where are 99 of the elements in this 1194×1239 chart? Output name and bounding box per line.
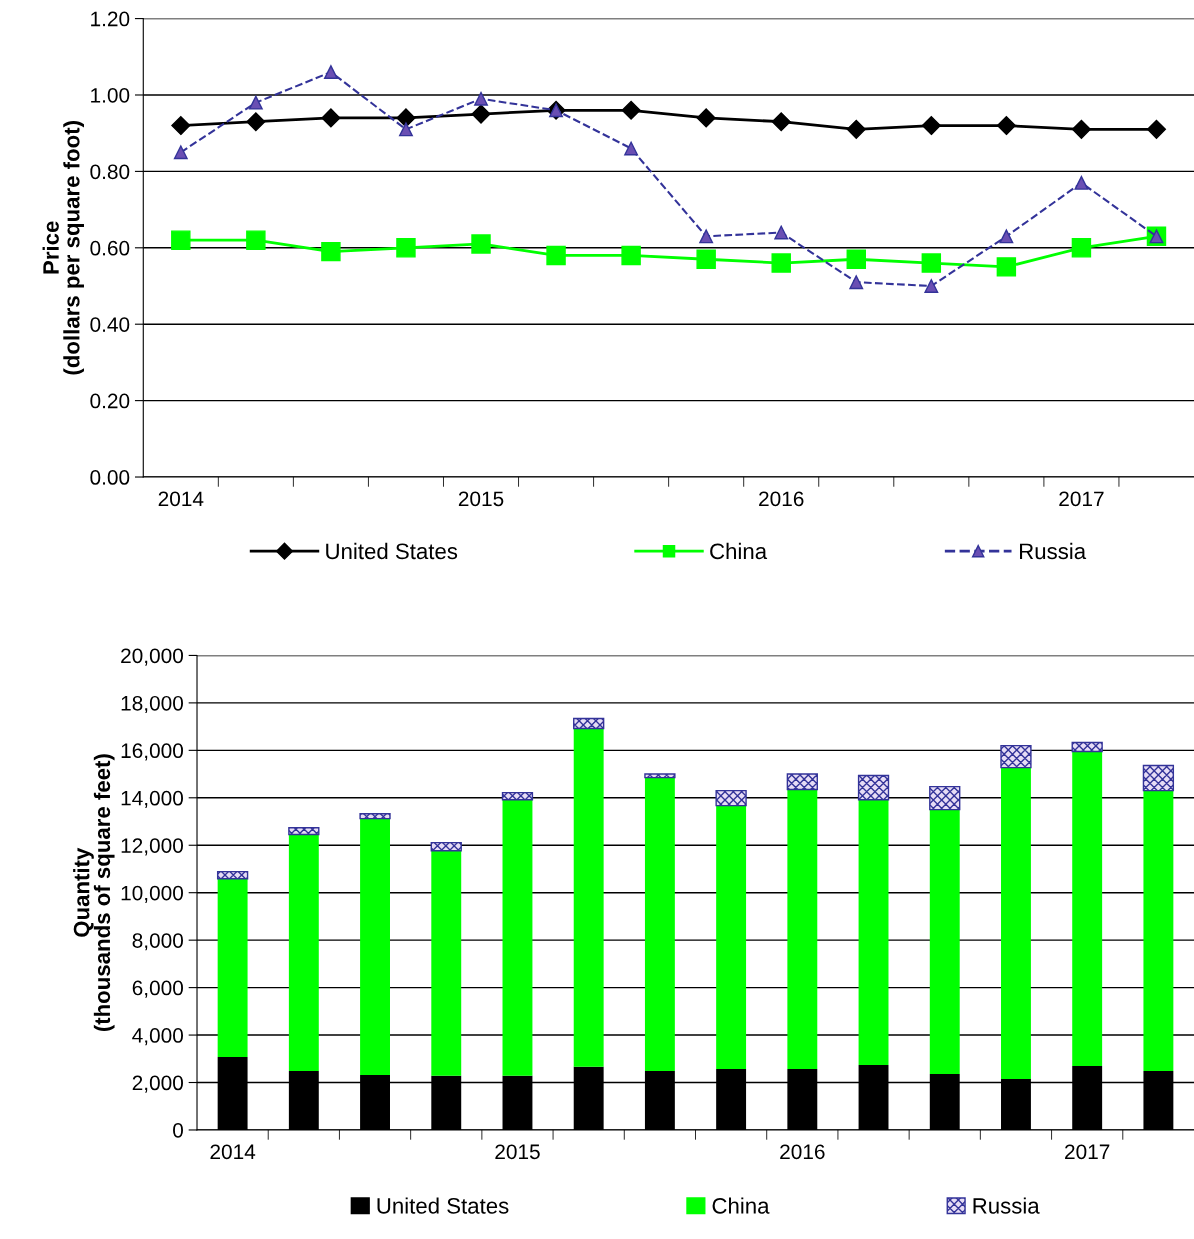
point <box>846 249 866 269</box>
y-tick-label: 1.20 <box>91 11 130 27</box>
point <box>474 91 488 106</box>
point <box>621 245 641 266</box>
bar <box>360 818 390 1075</box>
point <box>321 241 341 262</box>
bar <box>1071 741 1103 753</box>
legend-label: Russia <box>1020 542 1087 560</box>
x-tick-label: 2014 <box>210 1144 256 1160</box>
point <box>921 116 941 136</box>
y-axis-title: Quantity (thousands of square feet) <box>73 754 115 1032</box>
y-tick-label: 0.20 <box>90 393 130 409</box>
point <box>624 141 639 156</box>
bar <box>288 826 320 836</box>
bar <box>787 789 818 1069</box>
x-tick-label: 2015 <box>458 491 504 507</box>
bar <box>1000 744 1032 769</box>
point <box>171 230 191 250</box>
y-tick-label: 0.40 <box>90 317 130 332</box>
bar <box>857 774 890 801</box>
y-tick-label: 18,000 <box>121 695 184 714</box>
point <box>996 116 1016 136</box>
y-tick-label: 6,000 <box>132 980 184 998</box>
x-tick-label: 2014 <box>158 491 204 507</box>
point <box>323 65 338 80</box>
y-tick-label: 8,000 <box>132 933 184 951</box>
bar <box>359 812 391 820</box>
point <box>246 230 266 250</box>
point <box>696 108 716 128</box>
point <box>546 245 566 266</box>
point <box>246 112 266 132</box>
point <box>396 238 416 258</box>
y-tick-label: 0.60 <box>90 240 130 256</box>
legend-label: Russia <box>973 1197 1040 1214</box>
point <box>996 257 1017 277</box>
legend-label: United States <box>326 542 458 560</box>
bar <box>1072 751 1103 1066</box>
bar <box>858 799 889 1065</box>
bar <box>644 773 676 779</box>
point <box>471 234 491 254</box>
bar <box>430 841 462 852</box>
point <box>771 112 791 132</box>
legend-label: China <box>712 1197 770 1214</box>
x-tick-label: 2017 <box>1059 491 1104 507</box>
point <box>1074 175 1089 190</box>
point <box>1146 119 1167 139</box>
bar <box>217 878 248 1057</box>
y-tick-label: 1.00 <box>91 87 130 103</box>
bar <box>573 728 604 1067</box>
bar <box>1142 764 1175 792</box>
bar <box>431 850 462 1076</box>
point <box>699 229 714 244</box>
point <box>1071 119 1091 139</box>
bar <box>786 773 818 791</box>
bar <box>716 805 747 1069</box>
y-tick-label: 20,000 <box>121 648 184 666</box>
y-tick-label: 10,000 <box>121 885 184 903</box>
bar <box>1143 790 1174 1071</box>
point <box>399 122 413 137</box>
y-tick-label: 2,000 <box>132 1075 184 1093</box>
bar <box>715 789 747 807</box>
bar <box>644 777 675 1071</box>
point <box>173 145 188 160</box>
x-tick-label: 2016 <box>780 1144 825 1160</box>
point <box>924 279 939 293</box>
y-tick-label: 0.00 <box>90 470 130 485</box>
bar <box>1001 767 1031 1079</box>
point <box>774 225 789 240</box>
y-tick-label: 0 <box>173 1122 183 1138</box>
point <box>471 104 491 124</box>
x-tick-label: 2015 <box>495 1144 540 1160</box>
point <box>248 95 263 110</box>
bar <box>573 717 605 730</box>
x-tick-label: 2017 <box>1065 1144 1110 1160</box>
bar <box>929 809 960 1074</box>
y-axis-title: Price (dollars per square foot) <box>42 121 84 375</box>
point <box>696 249 716 269</box>
point <box>846 119 866 139</box>
point <box>321 108 341 128</box>
point <box>999 229 1014 244</box>
point <box>171 116 191 136</box>
legend-label: China <box>710 542 768 560</box>
x-tick-label: 2016 <box>759 491 804 507</box>
bar <box>502 799 533 1076</box>
y-tick-label: 14,000 <box>121 790 184 809</box>
y-tick-label: 0.80 <box>90 164 130 180</box>
bar <box>929 785 961 811</box>
y-tick-label: 16,000 <box>121 743 184 761</box>
bar <box>216 870 249 880</box>
point <box>621 100 641 120</box>
point <box>1071 238 1092 258</box>
legend-label: United States <box>377 1197 509 1214</box>
point <box>849 275 864 290</box>
point <box>771 253 791 273</box>
bar <box>288 834 319 1071</box>
y-tick-label: 4,000 <box>132 1028 184 1046</box>
y-tick-label: 12,000 <box>121 838 184 856</box>
bar <box>501 791 534 801</box>
point <box>921 253 942 273</box>
